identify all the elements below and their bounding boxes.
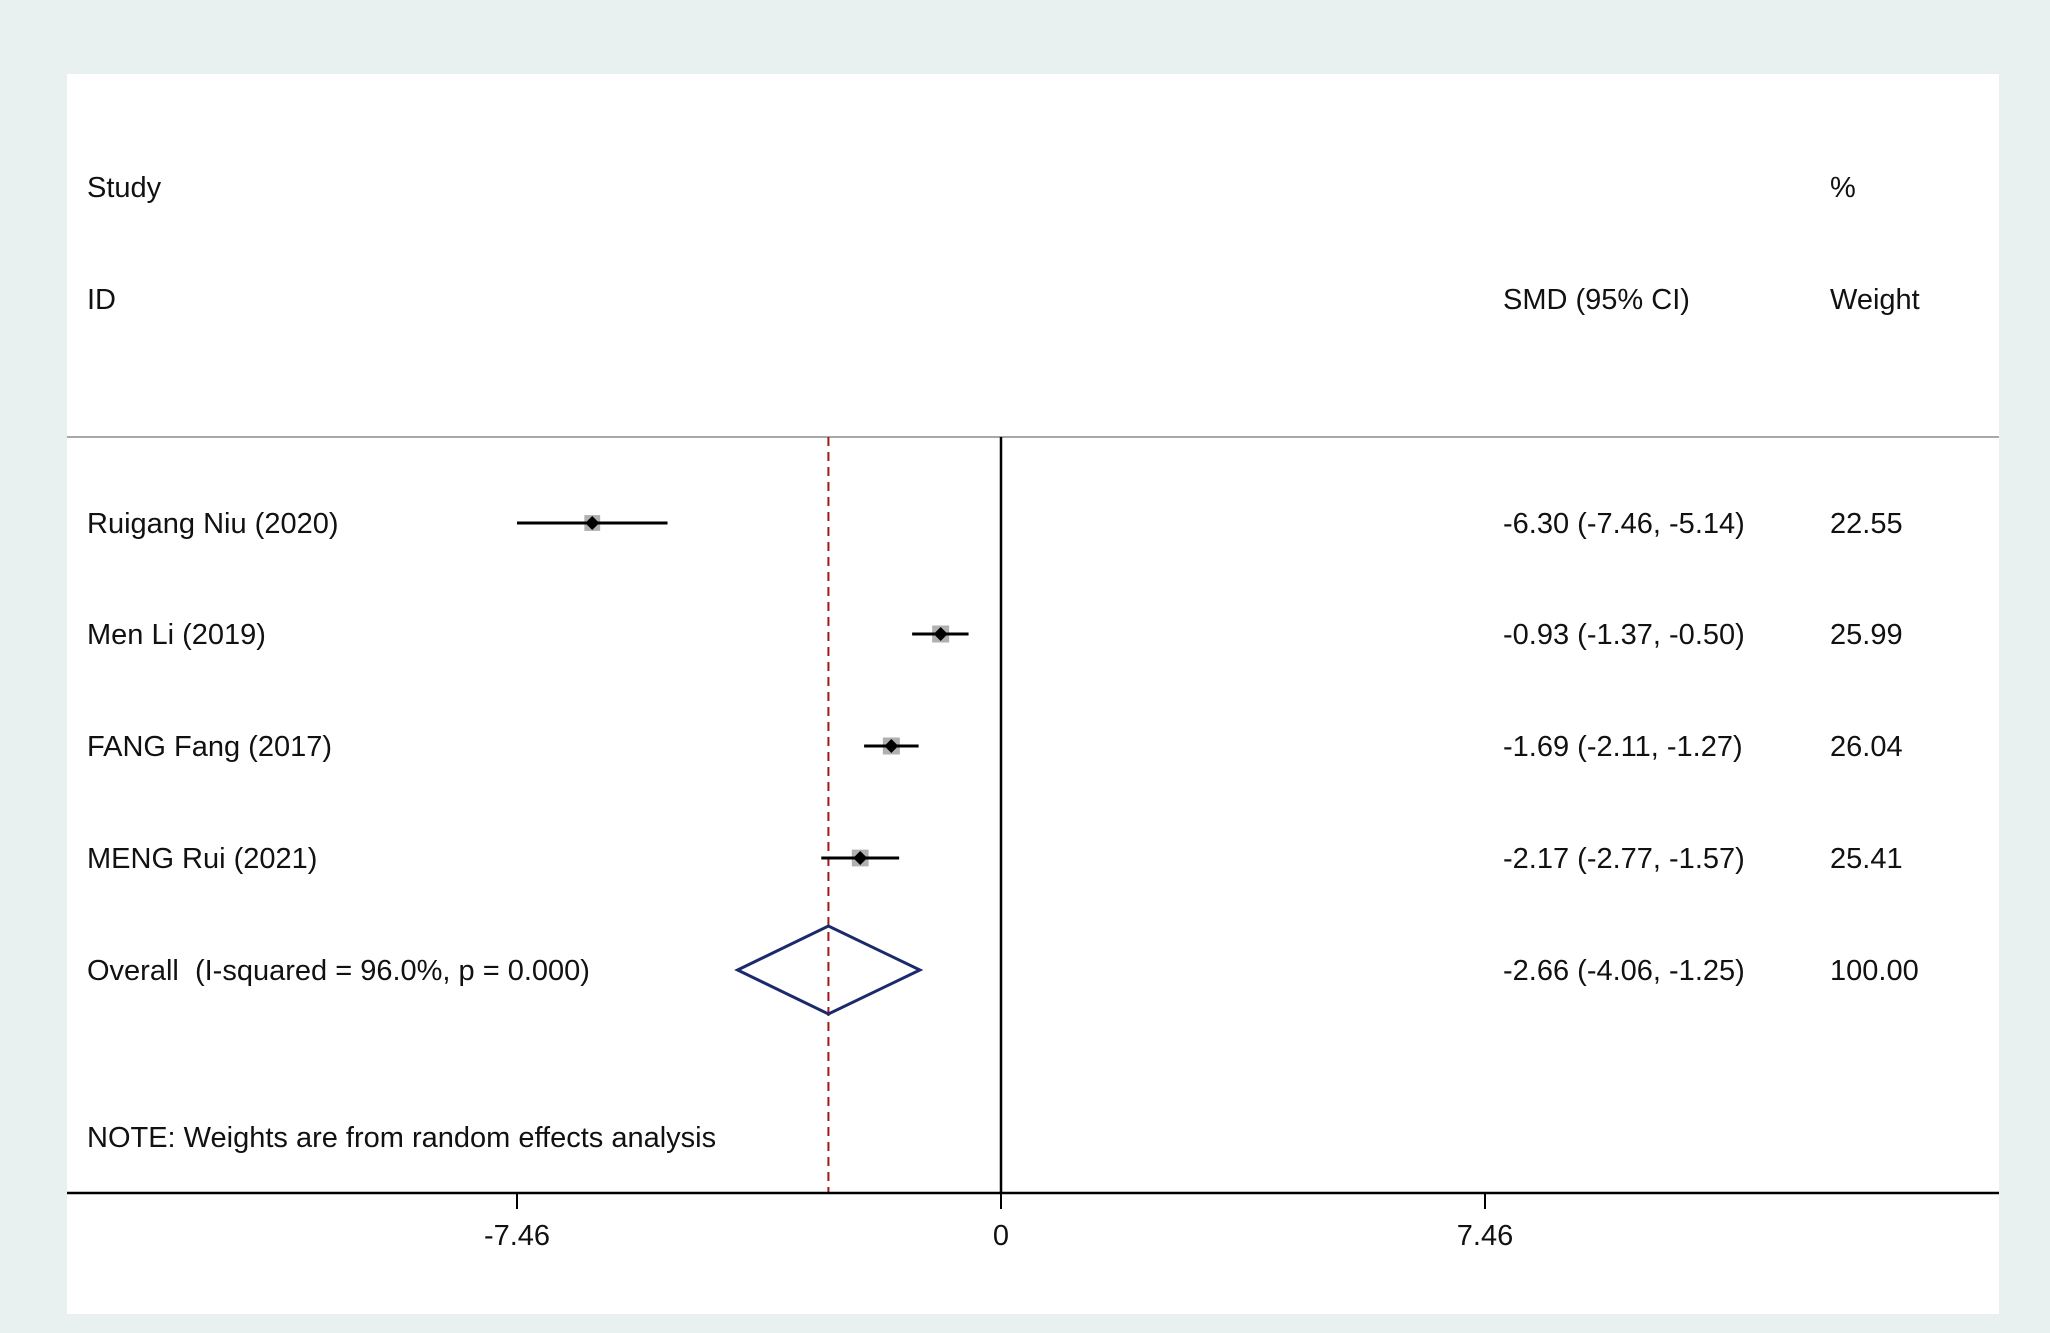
overall-label: Overall (I-squared = 96.0%, p = 0.000) [87, 955, 590, 987]
study-ci: -6.30 (-7.46, -5.14) [1503, 508, 1745, 540]
header-weight: Weight [1830, 284, 1920, 316]
study-weight: 25.99 [1830, 619, 1903, 651]
overall-ci: -2.66 (-4.06, -1.25) [1503, 955, 1745, 987]
study-ci: -1.69 (-2.11, -1.27) [1503, 731, 1743, 763]
overall-weight: 100.00 [1830, 955, 1919, 987]
header-id: ID [87, 284, 116, 316]
study-label: MENG Rui (2021) [87, 843, 318, 875]
study-weight: 26.04 [1830, 731, 1903, 763]
study-label: Ruigang Niu (2020) [87, 508, 339, 540]
point-estimate [585, 516, 600, 530]
point-estimate [933, 627, 948, 641]
study-ci: -2.17 (-2.77, -1.57) [1503, 843, 1745, 875]
study-label: Men Li (2019) [87, 619, 266, 651]
study-ci: -0.93 (-1.37, -0.50) [1503, 619, 1745, 651]
study-weight: 25.41 [1830, 843, 1903, 875]
header-effect: SMD (95% CI) [1503, 284, 1690, 316]
study-weight: 22.55 [1830, 508, 1903, 540]
study-label: FANG Fang (2017) [87, 731, 332, 763]
plot-panel [67, 74, 1999, 1314]
note-text: NOTE: Weights are from random effects an… [87, 1122, 717, 1154]
header-percent: % [1830, 172, 1856, 204]
overall-diamond [734, 924, 924, 1016]
point-estimate [853, 851, 868, 865]
header-study: Study [87, 172, 162, 204]
x-tick-label: 7.46 [1456, 1220, 1514, 1252]
x-tick-label: 0 [992, 1220, 1010, 1252]
point-estimate [884, 739, 899, 753]
x-tick-label: -7.46 [483, 1220, 551, 1252]
